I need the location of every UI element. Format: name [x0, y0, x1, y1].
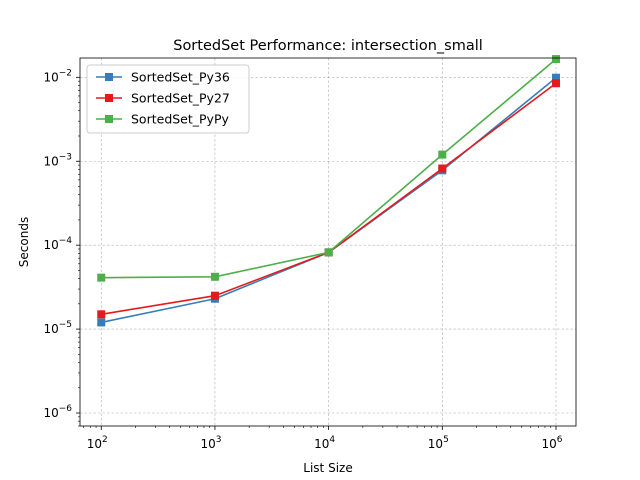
data-point-sortedset-py36 — [551, 73, 560, 82]
data-point-sortedset-pypy — [324, 248, 333, 257]
legend-swatch-marker — [105, 115, 113, 123]
data-point-sortedset-pypy — [438, 150, 447, 159]
data-point-sortedset-pypy — [551, 55, 560, 64]
legend-swatch-marker — [105, 94, 113, 102]
data-point-sortedset-py27 — [97, 310, 106, 319]
series-layer — [97, 55, 560, 327]
legend-label: SortedSet_PyPy — [131, 112, 229, 127]
legend-label: SortedSet_Py36 — [131, 70, 230, 85]
y-axis-title: Seconds — [17, 217, 31, 267]
y-tick-label: 10−2 — [43, 68, 72, 84]
y-tick-label: 10−3 — [43, 152, 72, 168]
x-tick-label: 103 — [200, 435, 221, 451]
y-tick-label: 10−4 — [43, 236, 72, 252]
plot-frame — [79, 57, 577, 427]
grid — [80, 58, 576, 426]
legend-label: SortedSet_Py27 — [131, 91, 230, 106]
chart-title: SortedSet Performance: intersection_smal… — [173, 38, 483, 54]
x-tick-label: 104 — [314, 435, 335, 451]
x-tick-label: 102 — [87, 435, 108, 451]
ticks: 102 103 104 105 106 10−6 10−5 10−4 10−3 10−2 — [43, 68, 562, 451]
legend-swatch-marker — [105, 73, 113, 81]
y-tick-label: 10−5 — [43, 320, 72, 336]
x-tick-label: 105 — [428, 435, 449, 451]
data-point-sortedset-py27 — [551, 79, 560, 88]
data-point-sortedset-py27 — [210, 291, 219, 300]
data-point-sortedset-pypy — [97, 273, 106, 282]
x-tick-label: 106 — [541, 435, 562, 451]
y-tick-label: 10−6 — [43, 404, 72, 420]
data-point-sortedset-py36 — [97, 318, 106, 327]
data-point-sortedset-py27 — [438, 164, 447, 173]
data-point-sortedset-pypy — [210, 272, 219, 281]
x-axis-title: List Size — [303, 461, 352, 475]
legend: SortedSet_Py36 SortedSet_Py27 SortedSet_Py… — [86, 64, 250, 134]
legend-box — [86, 64, 250, 134]
